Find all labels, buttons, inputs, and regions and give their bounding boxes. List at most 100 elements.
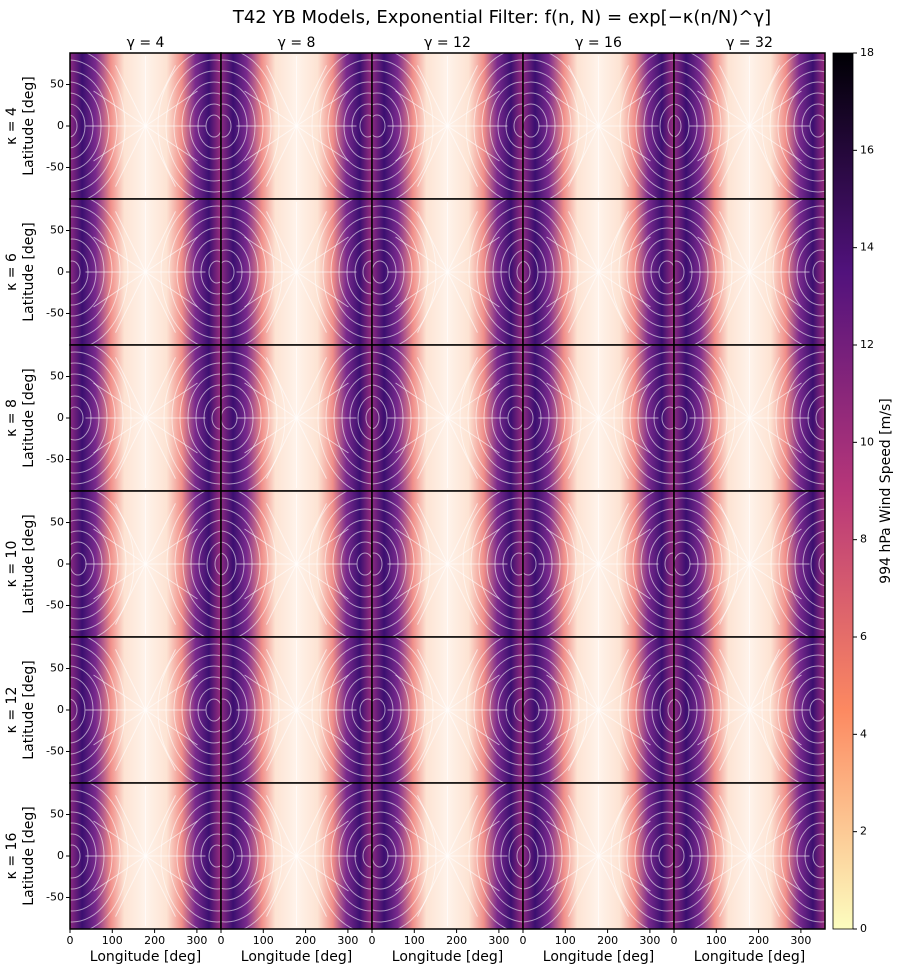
streamline bbox=[357, 395, 372, 441]
colorbar-tick-label: 16 bbox=[860, 143, 874, 156]
streamline bbox=[749, 65, 780, 127]
streamline bbox=[417, 125, 448, 187]
streamline bbox=[818, 552, 825, 576]
streamline bbox=[674, 260, 685, 284]
streamline bbox=[417, 357, 448, 419]
streamline bbox=[546, 855, 599, 892]
streamline bbox=[749, 125, 802, 162]
streamline bbox=[417, 503, 448, 565]
streamline bbox=[93, 271, 146, 308]
streamline bbox=[719, 855, 750, 917]
streamline bbox=[546, 271, 599, 308]
streamline bbox=[447, 855, 478, 917]
streamline bbox=[568, 211, 599, 273]
streamline bbox=[221, 698, 232, 722]
streamline bbox=[598, 855, 629, 917]
y-tick-label: 0 bbox=[57, 557, 64, 570]
streamline bbox=[145, 125, 198, 162]
streamline bbox=[598, 563, 629, 625]
streamline bbox=[749, 563, 780, 625]
streamline bbox=[417, 563, 448, 625]
streamline bbox=[296, 855, 327, 917]
streamline bbox=[145, 649, 176, 711]
streamline bbox=[674, 114, 682, 138]
streamline bbox=[508, 833, 523, 879]
streamline bbox=[523, 552, 537, 576]
streamline bbox=[598, 125, 629, 187]
panel bbox=[221, 491, 372, 637]
streamline bbox=[93, 90, 146, 127]
y-axis-label: Latitude [deg] bbox=[21, 76, 37, 175]
streamline bbox=[115, 417, 146, 479]
streamline bbox=[417, 855, 448, 917]
streamline bbox=[749, 503, 780, 565]
streamline bbox=[417, 271, 448, 333]
streamline bbox=[719, 357, 750, 419]
streamline bbox=[658, 844, 674, 868]
x-tick-label: 200 bbox=[597, 934, 618, 947]
streamline bbox=[145, 503, 176, 565]
panel bbox=[372, 491, 523, 637]
panel bbox=[70, 345, 221, 491]
streamline bbox=[296, 271, 349, 308]
streamline bbox=[296, 649, 327, 711]
x-axis-label: Longitude [deg] bbox=[543, 949, 654, 965]
streamline bbox=[664, 552, 674, 576]
y-tick-label: 0 bbox=[57, 703, 64, 716]
streamline bbox=[115, 271, 146, 333]
y-tick-label: 0 bbox=[57, 265, 64, 278]
streamline bbox=[598, 382, 651, 419]
streamline bbox=[296, 125, 349, 162]
streamline bbox=[667, 114, 674, 138]
streamline bbox=[244, 528, 297, 565]
streamline bbox=[417, 417, 448, 479]
streamline bbox=[266, 709, 297, 771]
streamline bbox=[244, 855, 297, 892]
streamline bbox=[211, 406, 221, 430]
streamline bbox=[598, 795, 629, 857]
streamline bbox=[513, 114, 523, 138]
streamline bbox=[749, 271, 802, 308]
row-label: κ = 16 bbox=[4, 833, 20, 880]
streamline bbox=[719, 211, 750, 273]
streamline bbox=[70, 406, 84, 430]
streamline bbox=[568, 271, 599, 333]
streamline bbox=[115, 211, 146, 273]
y-tick-label: -50 bbox=[46, 160, 64, 173]
panel bbox=[70, 199, 221, 345]
streamline bbox=[508, 249, 523, 295]
x-tick-label: 200 bbox=[446, 934, 467, 947]
streamline bbox=[70, 687, 86, 733]
streamline bbox=[93, 820, 146, 857]
streamline bbox=[145, 417, 176, 479]
streamline bbox=[697, 855, 750, 892]
streamline bbox=[145, 855, 198, 892]
streamline bbox=[93, 709, 146, 746]
streamline bbox=[115, 649, 146, 711]
streamline bbox=[395, 90, 448, 127]
x-tick-label: 100 bbox=[404, 934, 425, 947]
streamline bbox=[568, 563, 599, 625]
streamline bbox=[447, 795, 478, 857]
streamline bbox=[93, 674, 146, 711]
streamline bbox=[749, 649, 780, 711]
y-tick-label: -50 bbox=[46, 452, 64, 465]
streamline bbox=[115, 125, 146, 187]
streamline bbox=[447, 90, 500, 127]
x-tick-label: 0 bbox=[369, 934, 376, 947]
streamline bbox=[93, 563, 146, 600]
colorbar-tick-label: 18 bbox=[860, 46, 874, 59]
streamline bbox=[70, 103, 86, 149]
streamline bbox=[205, 114, 221, 138]
streamline bbox=[356, 552, 372, 576]
streamline bbox=[145, 357, 176, 419]
streamline bbox=[244, 563, 297, 600]
streamline bbox=[697, 271, 750, 308]
streamline bbox=[145, 563, 198, 600]
streamline bbox=[296, 417, 349, 454]
panel bbox=[372, 53, 523, 199]
streamline bbox=[296, 820, 349, 857]
streamline bbox=[749, 674, 802, 711]
streamline bbox=[266, 357, 297, 419]
streamline bbox=[115, 357, 146, 419]
